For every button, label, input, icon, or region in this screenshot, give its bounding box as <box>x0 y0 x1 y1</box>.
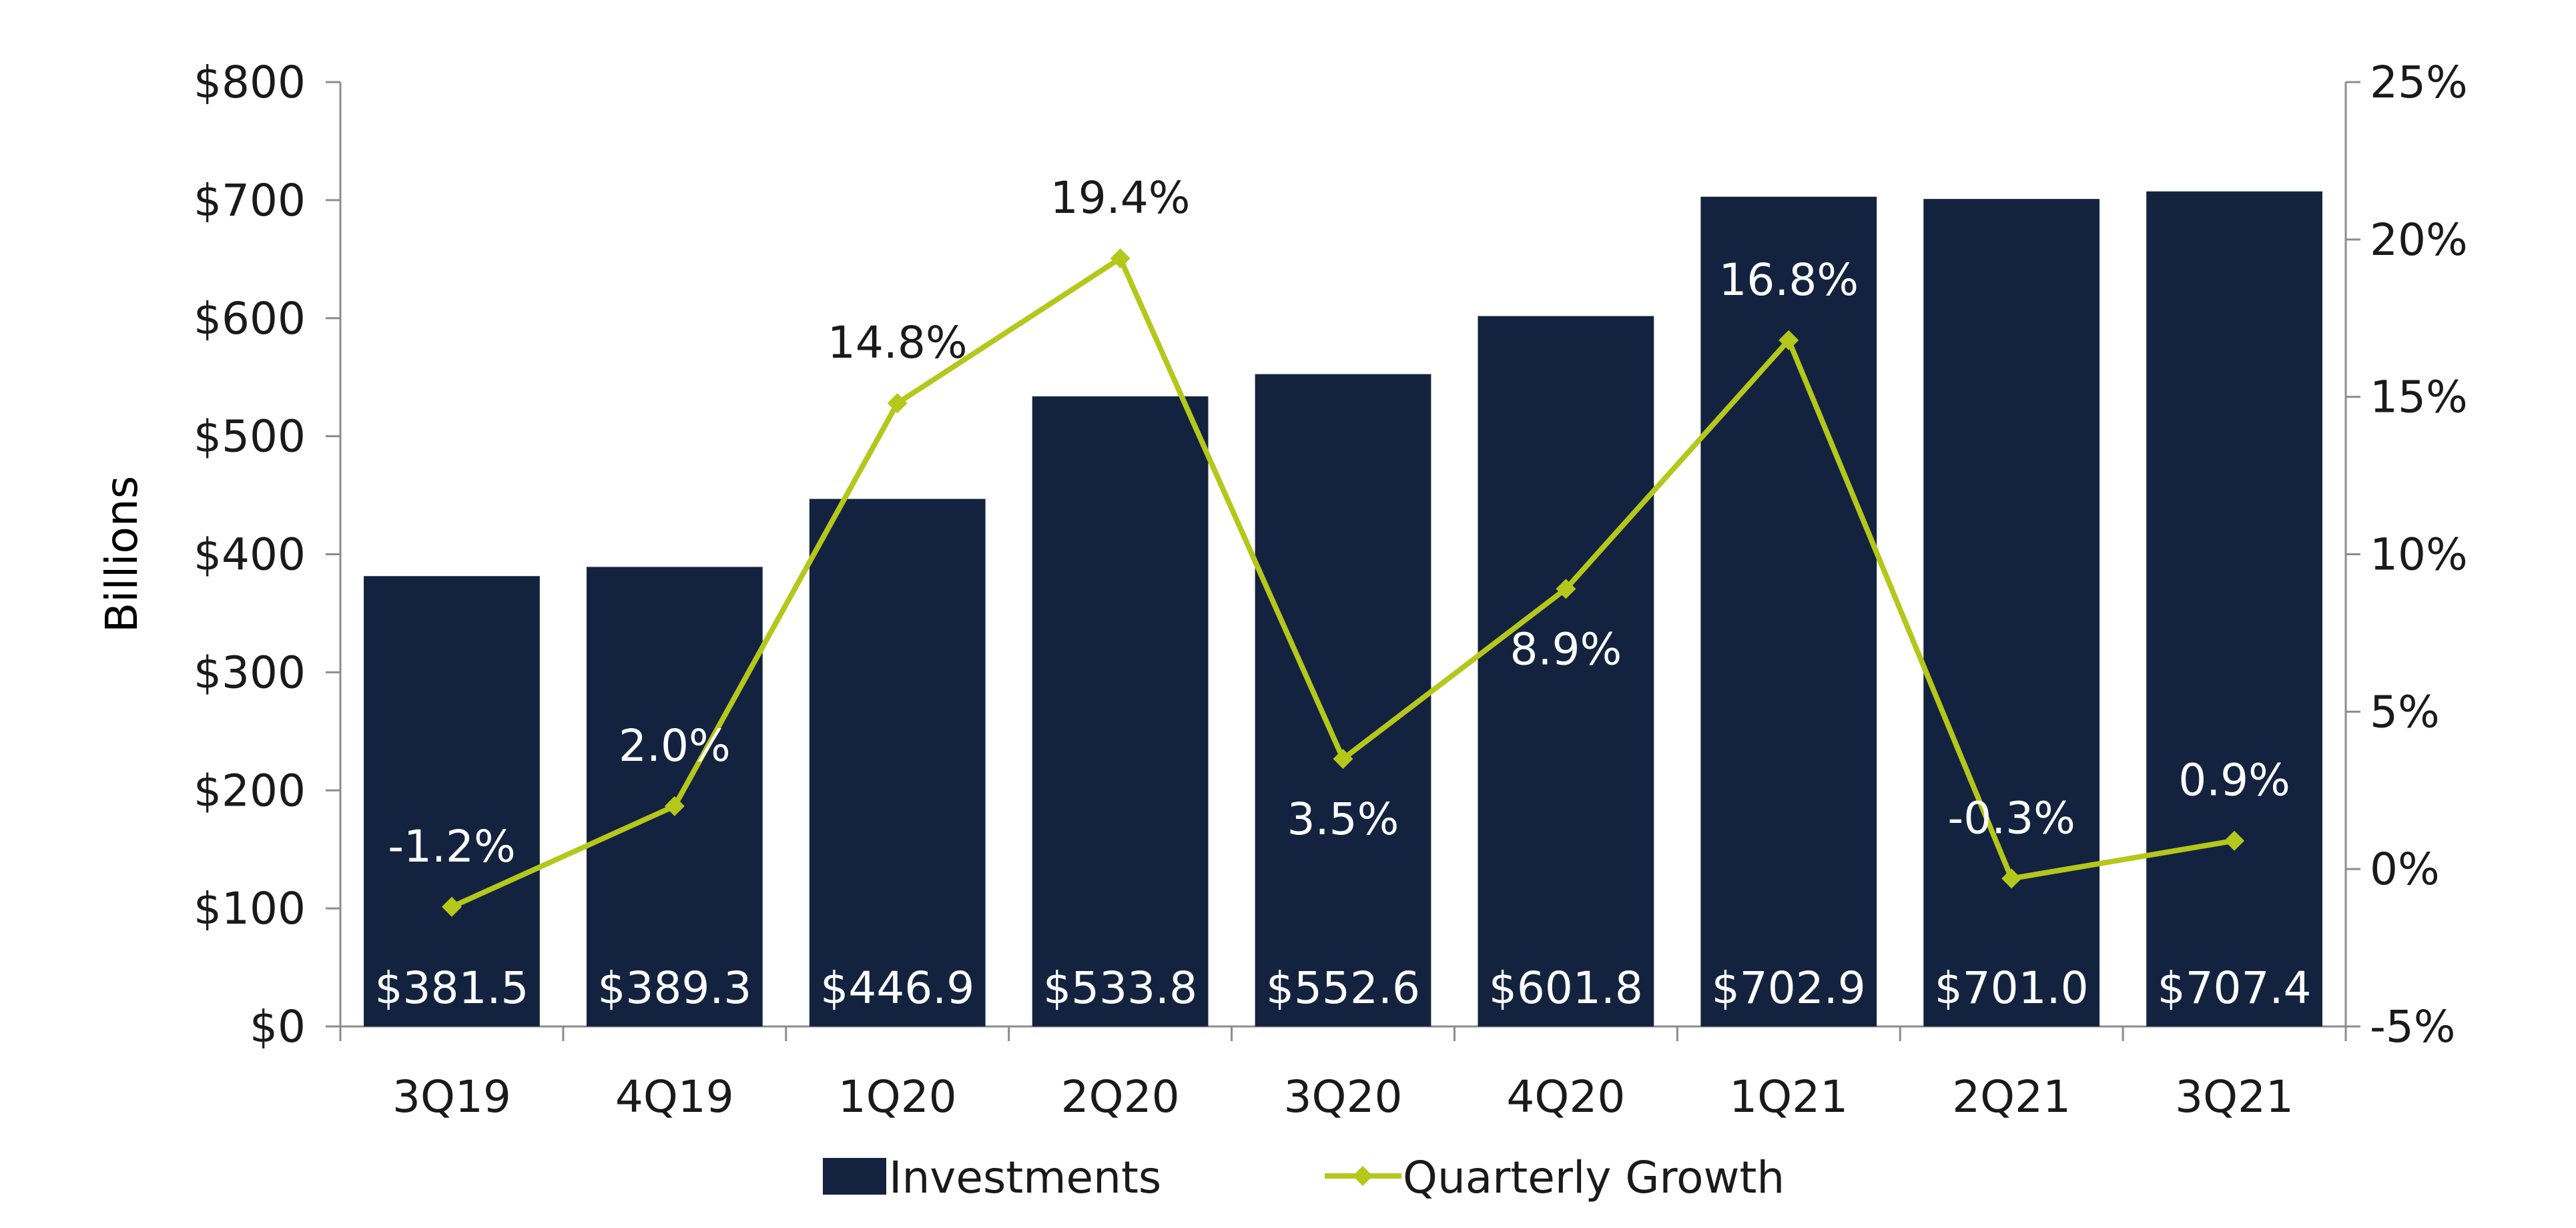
bar <box>1923 199 2100 1027</box>
right-y-tick-label: 20% <box>2370 214 2468 266</box>
bar <box>364 576 540 1026</box>
growth-value-label: -1.2% <box>388 821 516 872</box>
growth-marker <box>1779 330 1799 350</box>
growth-marker <box>1333 749 1353 770</box>
growth-marker <box>1556 579 1576 599</box>
legend: Investments Quarterly Growth <box>823 1152 1785 1203</box>
growth-marker <box>441 896 462 917</box>
growth-value-label: 19.4% <box>1050 172 1191 224</box>
bar-value-label: $707.4 <box>2158 962 2312 1014</box>
left-y-tick-label: $400 <box>194 529 306 581</box>
bar <box>2146 191 2322 1026</box>
left-y-tick-label: $0 <box>250 1001 306 1052</box>
legend-label-investments: Investments <box>889 1152 1161 1203</box>
left-y-tick-label: $500 <box>194 411 306 463</box>
legend-swatch-investments <box>823 1158 886 1195</box>
x-tick-label: 2Q21 <box>1952 1071 2071 1123</box>
x-tick-label: 4Q20 <box>1506 1071 1625 1123</box>
right-y-tick-label: 10% <box>2370 529 2468 581</box>
growth-marker <box>887 393 908 414</box>
growth-line: -1.2% 2.0% 14.8% 19.4% 3.5% 8.9% 16.8% -0.3% 0.9… <box>388 172 2290 917</box>
right-y-tick-label: 25% <box>2370 57 2468 108</box>
x-tick-label: 1Q20 <box>838 1071 957 1123</box>
left-y-tick-label: $100 <box>194 883 306 934</box>
bar-value-label: $702.9 <box>1712 962 1866 1014</box>
growth-value-label: 0.9% <box>2178 755 2290 806</box>
growth-value-label: 2.0% <box>619 720 731 772</box>
growth-marker <box>2001 868 2022 889</box>
x-tick-label: 3Q21 <box>2175 1071 2294 1123</box>
x-tick-label: 1Q21 <box>1729 1071 1848 1123</box>
x-tick-label: 3Q20 <box>1284 1071 1403 1123</box>
growth-value-label: 8.9% <box>1510 623 1622 675</box>
growth-value-label: 3.5% <box>1287 794 1399 845</box>
x-tick-label: 2Q20 <box>1061 1071 1180 1123</box>
left-y-tick-label: $800 <box>194 57 306 108</box>
x-axis: 3Q19 4Q19 1Q20 2Q20 3Q20 4Q20 1Q21 2Q21 3Q21 <box>339 1025 2347 1123</box>
growth-marker <box>1110 248 1131 269</box>
growth-value-label: 14.8% <box>828 317 968 368</box>
bar-value-label: $381.5 <box>374 962 529 1014</box>
bars: $381.5 $389.3 $446.9 $533.8 $552.6 $601.8 $702… <box>364 191 2322 1027</box>
right-y-tick-label: 0% <box>2370 844 2440 895</box>
bar <box>1700 196 1877 1027</box>
y-axis-label: Billions <box>96 476 147 633</box>
right-y-tick-label: 5% <box>2370 686 2440 737</box>
bar <box>1255 374 1431 1026</box>
bar-value-label: $533.8 <box>1043 962 1197 1014</box>
right-y-axis: -5% 0% 5% 10% 15% 20% 25% <box>2344 57 2468 1052</box>
bar-value-label: $389.3 <box>597 962 751 1014</box>
growth-marker <box>2224 830 2245 851</box>
bar-value-label: $552.6 <box>1266 962 1420 1014</box>
bar <box>1478 316 1654 1026</box>
left-y-tick-label: $700 <box>194 175 306 226</box>
growth-value-label: 16.8% <box>1718 254 1859 306</box>
x-tick-label: 3Q19 <box>392 1071 511 1123</box>
legend-label-growth: Quarterly Growth <box>1403 1152 1785 1203</box>
growth-value-label: -0.3% <box>1947 792 2075 844</box>
left-y-tick-label: $600 <box>194 293 306 344</box>
legend-marker-growth <box>1353 1166 1373 1186</box>
growth-marker <box>664 796 685 816</box>
bar <box>809 499 986 1026</box>
left-y-tick-label: $300 <box>194 647 306 698</box>
x-tick-label: 4Q19 <box>615 1071 734 1123</box>
bar-value-label: $446.9 <box>820 962 974 1014</box>
right-y-tick-label: -5% <box>2370 1001 2456 1052</box>
bar <box>1032 396 1209 1026</box>
bar-value-label: $701.0 <box>1935 962 2089 1014</box>
left-y-axis: $0 $100 $200 $300 $400 $500 $600 $700 $800 <box>194 57 342 1052</box>
right-y-tick-label: 15% <box>2370 372 2468 423</box>
bar-value-label: $601.8 <box>1489 962 1643 1014</box>
left-y-tick-label: $200 <box>194 765 306 816</box>
